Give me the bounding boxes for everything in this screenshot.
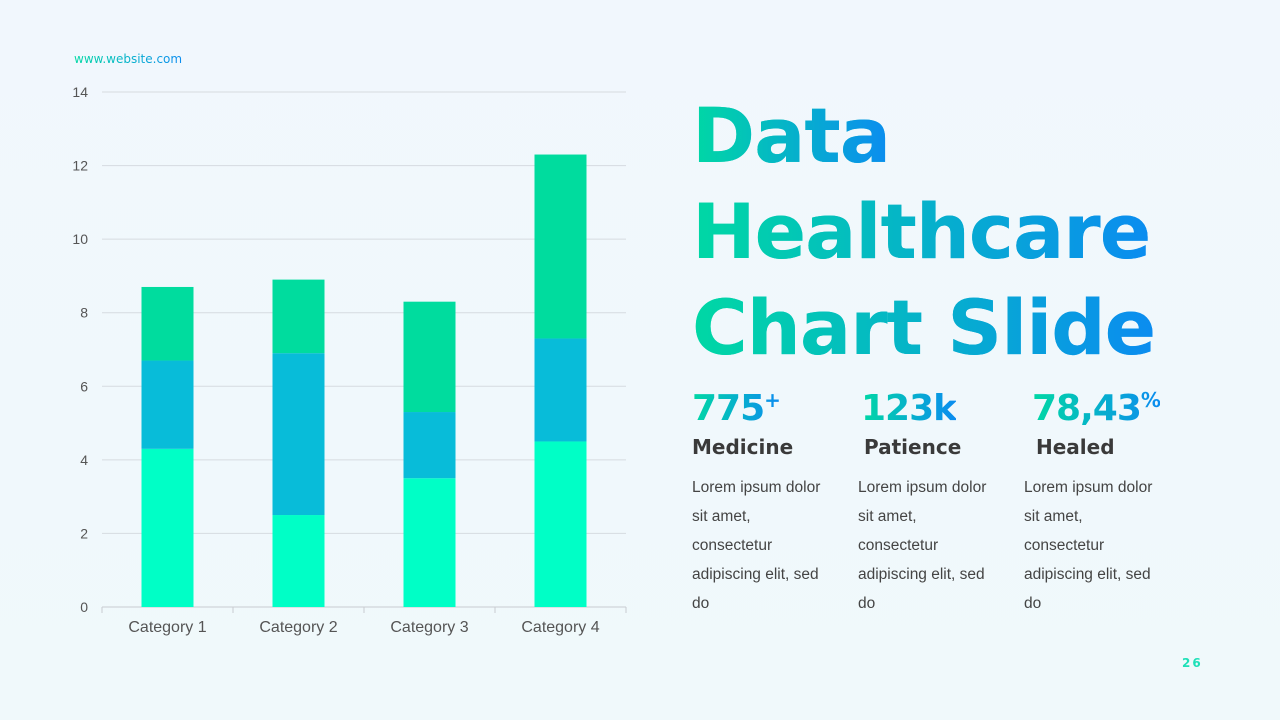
y-tick-label: 0 [80, 599, 88, 615]
x-category-label: Category 2 [259, 619, 337, 636]
stat-label: Healed [1036, 435, 1115, 459]
title-line: Data [692, 88, 891, 184]
page-number: 26 [1182, 656, 1203, 670]
bar-segment-series-3 [141, 286, 194, 361]
stat-medicine: 775+ Medicine Lorem ipsum dolor sit amet… [692, 388, 822, 618]
x-category-label: Category 4 [521, 619, 599, 636]
stacked-bar-chart: 0 2 4 6 8 10 12 14 Category 1 Category 2 Category … [72, 84, 627, 636]
bar-segment-series-2 [534, 338, 587, 442]
stat-healed: 78,43% Healed Lorem ipsum dolor sit amet… [1024, 388, 1160, 618]
bar-segment-series-2 [403, 412, 456, 479]
bar-segment-series-2 [272, 353, 325, 516]
y-tick-label: 6 [80, 378, 88, 394]
x-category-label: Category 3 [390, 619, 468, 636]
stat-label: Medicine [692, 435, 794, 459]
stat-value: 123k [861, 388, 957, 429]
stat-value: 775+ [692, 388, 780, 429]
y-tick-label: 8 [80, 305, 88, 321]
bar-segment-series-3 [272, 279, 325, 354]
x-category-label: Category 1 [128, 619, 206, 636]
slide-title: Data Healthcare Chart Slide [692, 88, 1156, 376]
bar-segment-series-2 [141, 360, 194, 449]
bar-segment-series-1 [272, 515, 325, 607]
y-tick-label: 14 [72, 84, 88, 100]
website-url[interactable]: www.website.com [74, 52, 183, 66]
stat-description: Lorem ipsum dolor sit amet, consectetur … [1024, 479, 1153, 612]
title-line: Chart Slide [692, 280, 1156, 376]
stat-label: Patience [864, 435, 962, 459]
y-tick-label: 2 [80, 525, 88, 541]
stat-description: Lorem ipsum dolor sit amet, consectetur … [858, 479, 987, 612]
bar-segment-series-1 [141, 448, 194, 607]
stat-value: 78,43% [1032, 388, 1160, 429]
y-tick-label: 12 [72, 158, 88, 174]
bar-segment-series-3 [534, 154, 587, 339]
bar-segment-series-3 [403, 301, 456, 413]
y-tick-label: 10 [72, 231, 88, 247]
stat-description: Lorem ipsum dolor sit amet, consectetur … [692, 479, 821, 612]
bar-segment-series-1 [534, 441, 587, 607]
stat-patience: 123k Patience Lorem ipsum dolor sit amet… [858, 388, 988, 618]
title-line: Healthcare [692, 184, 1151, 280]
y-tick-label: 4 [80, 452, 88, 468]
bar-segment-series-1 [403, 478, 456, 607]
